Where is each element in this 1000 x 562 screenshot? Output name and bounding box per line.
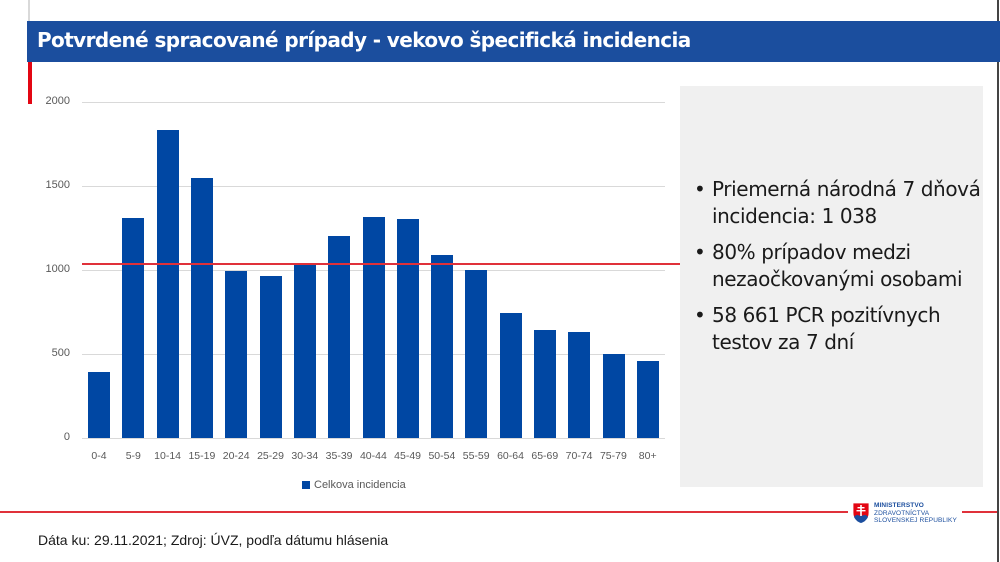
footer-divider-right bbox=[962, 511, 997, 513]
y-axis-tick-label: 500 bbox=[51, 347, 70, 359]
bar-chart: 0 500 1000 1500 2000 0-4 5-9 10-14 15-19 20-24 25-… bbox=[45, 95, 682, 462]
bar-35-39 bbox=[328, 235, 351, 438]
x-axis-tick-label: 45-49 bbox=[394, 450, 422, 462]
page-title: Potvrdené spracované prípady - vekovo šp… bbox=[37, 28, 691, 52]
bar-65-69 bbox=[534, 329, 556, 438]
bar-30-34 bbox=[293, 264, 316, 438]
x-axis-tick-label: 80+ bbox=[638, 450, 657, 462]
x-axis-tick-label: 15-19 bbox=[188, 450, 216, 462]
legend-label: Celkova incidencia bbox=[314, 479, 406, 491]
bar-55-59 bbox=[465, 270, 488, 438]
logo-line-3: SLOVENSKEJ REPUBLIKY bbox=[874, 517, 957, 524]
x-axis-tick-label: 20-24 bbox=[222, 450, 250, 462]
bar-15-19 bbox=[191, 178, 213, 438]
bar-60-64 bbox=[499, 313, 522, 438]
x-axis-tick-label: 50-54 bbox=[428, 450, 456, 462]
x-axis-tick-label: 10-14 bbox=[154, 450, 182, 462]
info-item-unvaccinated-share: 80% prípadov medzi nezaočkovanými osobam… bbox=[692, 239, 982, 293]
info-list: Priemerná národná 7 dňová incidencia: 1 … bbox=[692, 176, 982, 365]
x-axis-tick-label: 5-9 bbox=[125, 450, 141, 462]
bar-10-14 bbox=[156, 129, 179, 438]
x-axis-tick-label: 75-79 bbox=[599, 450, 627, 462]
bar-5-9 bbox=[122, 217, 145, 438]
bar-70-74 bbox=[568, 331, 591, 438]
info-item-average-incidence: Priemerná národná 7 dňová incidencia: 1 … bbox=[692, 176, 982, 230]
x-axis-tick-label: 40-44 bbox=[359, 450, 387, 462]
info-item-pcr-tests: 58 661 PCR pozitívnych testov za 7 dní bbox=[692, 302, 982, 356]
ministry-logo: MINISTERSTVO ZDRAVOTNÍCTVA SLOVENSKEJ RE… bbox=[852, 502, 964, 530]
gridline bbox=[82, 438, 665, 439]
top-divider bbox=[28, 0, 30, 21]
red-accent-bar bbox=[28, 62, 32, 104]
y-axis-tick-label: 1000 bbox=[45, 263, 70, 275]
x-axis-tick-label: 55-59 bbox=[462, 450, 490, 462]
gridline bbox=[82, 102, 665, 103]
x-axis-tick-label: 60-64 bbox=[497, 450, 524, 462]
bar-50-54 bbox=[431, 255, 454, 438]
bar-25-29 bbox=[259, 275, 282, 438]
chart-legend: Celkova incidencia bbox=[302, 479, 406, 491]
slovak-coat-of-arms-icon bbox=[852, 502, 870, 524]
footer-divider-left bbox=[0, 511, 848, 513]
x-axis-tick-label: 35-39 bbox=[325, 450, 353, 462]
bar-80+ bbox=[636, 360, 659, 438]
average-incidence-line bbox=[82, 262, 682, 265]
x-axis-tick-label: 25-29 bbox=[257, 450, 284, 462]
y-axis-tick-label: 2000 bbox=[45, 95, 70, 107]
x-axis-tick-label: 65-69 bbox=[531, 450, 559, 462]
header-bar: Potvrdené spracované prípady - vekovo šp… bbox=[27, 21, 1000, 62]
info-panel: Priemerná národná 7 dňová incidencia: 1 … bbox=[680, 86, 983, 487]
gridline bbox=[82, 186, 665, 187]
bar-20-24 bbox=[225, 270, 248, 438]
x-axis-tick-label: 70-74 bbox=[565, 450, 593, 462]
y-axis-tick-label: 1500 bbox=[45, 179, 70, 191]
footer-source: Dáta ku: 29.11.2021; Zdroj: ÚVZ, podľa d… bbox=[38, 532, 389, 548]
slide-right-border bbox=[997, 0, 999, 562]
legend-swatch-icon bbox=[302, 481, 310, 489]
bar-45-49 bbox=[396, 218, 419, 438]
bar-0-4 bbox=[88, 371, 111, 438]
bar-75-79 bbox=[602, 353, 625, 438]
x-axis-tick-label: 30-34 bbox=[291, 450, 319, 462]
logo-text: MINISTERSTVO ZDRAVOTNÍCTVA SLOVENSKEJ RE… bbox=[874, 502, 957, 525]
y-axis-tick-label: 0 bbox=[63, 431, 70, 443]
logo-line-2: ZDRAVOTNÍCTVA bbox=[874, 509, 930, 517]
logo-line-1: MINISTERSTVO bbox=[874, 502, 924, 509]
x-axis-tick-label: 0-4 bbox=[91, 450, 107, 462]
bar-40-44 bbox=[362, 216, 385, 438]
